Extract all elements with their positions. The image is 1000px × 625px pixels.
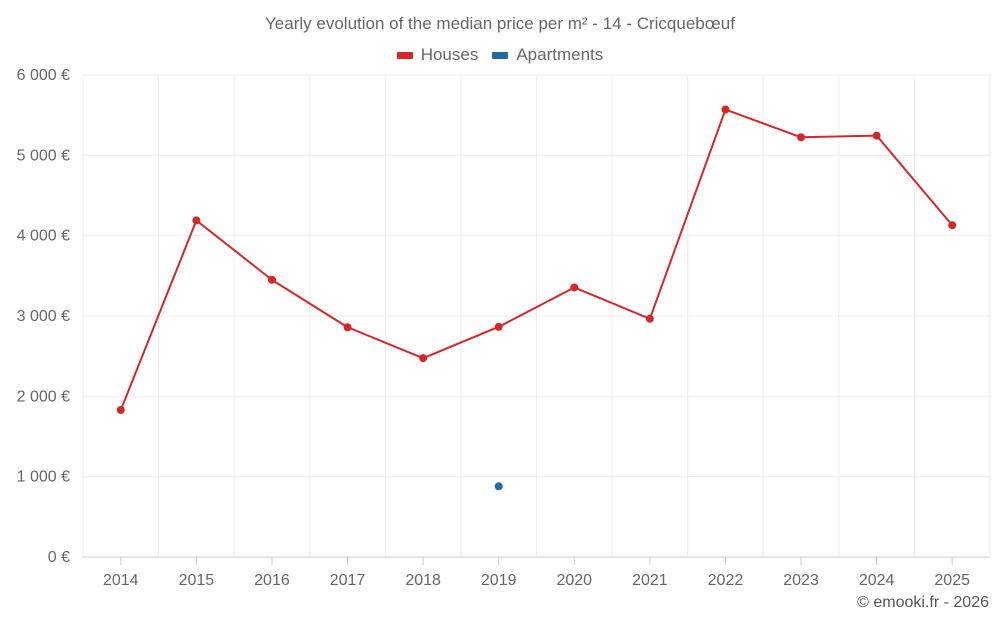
y-tick-label: 1 000 € bbox=[17, 469, 70, 486]
data-point-houses[interactable] bbox=[797, 133, 806, 142]
x-tick-label: 2020 bbox=[556, 572, 592, 589]
data-point-houses[interactable] bbox=[570, 283, 579, 292]
x-tick-label: 2023 bbox=[783, 572, 819, 589]
legend-item-apartments[interactable]: Apartments bbox=[492, 45, 603, 65]
y-tick-label: 3 000 € bbox=[17, 308, 70, 325]
x-tick-label: 2021 bbox=[632, 572, 668, 589]
y-tick-label: 5 000 € bbox=[17, 147, 70, 164]
y-tick-label: 6 000 € bbox=[17, 67, 70, 84]
credit-text: © emooki.fr - 2026 bbox=[857, 594, 989, 611]
x-tick-label: 2017 bbox=[330, 572, 366, 589]
data-point-houses[interactable] bbox=[419, 354, 428, 363]
x-tick-label: 2018 bbox=[405, 572, 441, 589]
data-point-houses[interactable] bbox=[116, 405, 125, 414]
data-point-houses[interactable] bbox=[948, 221, 957, 230]
data-point-houses[interactable] bbox=[721, 105, 730, 114]
x-tick-label: 2015 bbox=[179, 572, 215, 589]
x-tick-label: 2022 bbox=[708, 572, 744, 589]
data-point-houses[interactable] bbox=[872, 131, 881, 140]
data-point-houses[interactable] bbox=[192, 216, 201, 225]
legend-swatch-houses bbox=[396, 51, 413, 59]
y-tick-label: 2 000 € bbox=[17, 388, 70, 405]
x-tick-label: 2024 bbox=[859, 572, 895, 589]
legend-label-houses: Houses bbox=[420, 45, 479, 64]
data-point-houses[interactable] bbox=[267, 275, 276, 284]
legend: Houses Apartments bbox=[0, 45, 1000, 65]
data-point-houses[interactable] bbox=[494, 322, 503, 331]
legend-item-houses[interactable]: Houses bbox=[396, 45, 479, 65]
legend-swatch-apartments bbox=[492, 51, 509, 59]
data-point-houses[interactable] bbox=[343, 323, 352, 332]
x-tick-label: 2014 bbox=[103, 572, 139, 589]
y-tick-label: 0 € bbox=[48, 549, 70, 566]
legend-label-apartments: Apartments bbox=[516, 45, 604, 64]
x-tick-label: 2025 bbox=[934, 572, 970, 589]
data-point-houses[interactable] bbox=[645, 314, 654, 323]
data-point-apartments[interactable] bbox=[494, 482, 503, 491]
series-line-houses bbox=[119, 108, 953, 411]
x-tick-label: 2016 bbox=[254, 572, 290, 589]
chart-title: Yearly evolution of the median price per… bbox=[265, 14, 735, 33]
y-tick-label: 4 000 € bbox=[17, 228, 70, 245]
x-tick-label: 2019 bbox=[481, 572, 517, 589]
